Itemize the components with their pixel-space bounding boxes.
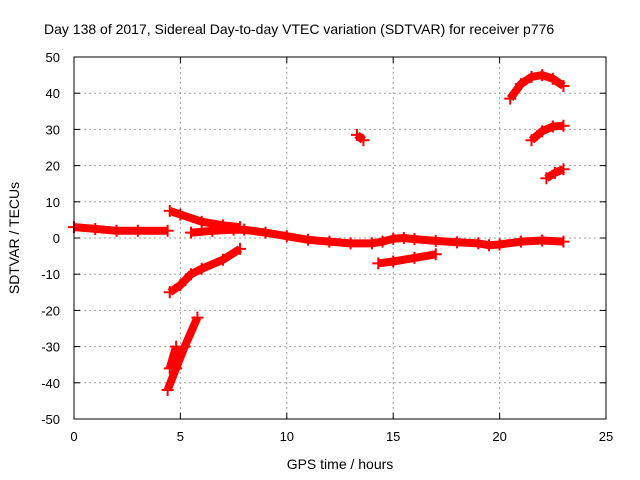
y-tick-label: -20 <box>41 303 60 318</box>
y-tick-labels: -50 -40 -30 -20 -10 0 10 20 30 40 50 <box>41 50 60 427</box>
data-point <box>493 238 506 251</box>
x-axis-title: GPS time / hours <box>287 456 394 472</box>
y-tick-label: 20 <box>46 159 60 174</box>
data-point <box>557 79 570 92</box>
y-tick-label: 10 <box>46 195 60 210</box>
y-tick-label: -50 <box>41 412 60 427</box>
y-tick-label: -10 <box>41 267 60 282</box>
x-tick-label: 20 <box>492 429 506 444</box>
data-point <box>238 223 251 236</box>
data-point <box>514 78 527 91</box>
data-trace-3-markers <box>163 242 246 299</box>
data-trace-5 <box>165 345 180 370</box>
data-trace-3 <box>167 245 243 296</box>
data-point <box>536 69 549 82</box>
data-point <box>351 128 364 141</box>
x-tick-label: 5 <box>177 429 184 444</box>
y-tick-label: 50 <box>46 50 60 65</box>
y-tick-label: -40 <box>41 376 60 391</box>
grid-lines <box>74 57 606 419</box>
x-tick-label: 15 <box>386 429 400 444</box>
data-point <box>557 119 570 132</box>
plot-frame <box>73 56 607 420</box>
data-point <box>195 262 208 275</box>
data-point <box>185 268 198 281</box>
data-point <box>408 251 421 264</box>
y-tick-label: -30 <box>41 340 60 355</box>
data-trace-9-markers <box>525 119 570 147</box>
data-trace-2-markers <box>185 223 570 252</box>
data-point <box>259 226 272 239</box>
data-point <box>429 248 442 261</box>
data-point <box>408 233 421 246</box>
data-point <box>548 166 561 179</box>
data-trace-8-markers <box>504 69 570 105</box>
x-tick-label: 10 <box>280 429 294 444</box>
data-point <box>365 237 378 250</box>
data-point <box>372 257 385 270</box>
data-point <box>557 235 570 248</box>
data-point <box>131 224 144 237</box>
y-axis-title: SDTVAR / TECUs <box>6 182 22 294</box>
data-point <box>397 232 410 244</box>
data-trace-4 <box>163 315 202 392</box>
chart-title: Day 138 of 2017, Sidereal Day-to-day VTE… <box>44 21 554 37</box>
data-point <box>536 234 549 247</box>
data-point <box>482 239 495 252</box>
data-point <box>89 222 102 235</box>
data-point <box>163 286 176 299</box>
data-point <box>185 226 198 239</box>
data-point <box>191 311 204 324</box>
data-point <box>514 235 527 248</box>
y-tick-label: 0 <box>53 231 60 246</box>
data-point <box>323 235 336 248</box>
y-tick-label: 30 <box>46 122 60 137</box>
data-trace-4-markers <box>161 311 204 397</box>
data-point <box>429 234 442 247</box>
data-point <box>161 224 174 237</box>
data-point <box>302 233 315 246</box>
data-point <box>110 224 123 237</box>
data-point <box>525 70 538 83</box>
data-point <box>216 253 229 266</box>
data-point <box>357 134 370 147</box>
data-point <box>195 215 208 228</box>
data-point <box>451 236 464 249</box>
data-trace-10-markers <box>540 163 570 185</box>
data-point <box>206 224 219 237</box>
data-trace-9 <box>528 121 564 144</box>
data-point <box>472 237 485 250</box>
data-point <box>536 125 549 138</box>
data-trace-7-markers <box>372 248 442 270</box>
data-point <box>387 255 400 268</box>
data-point <box>376 235 389 248</box>
data-point <box>546 72 559 85</box>
data-point <box>163 204 176 217</box>
data-point <box>344 237 357 250</box>
data-point <box>525 134 538 147</box>
data-point <box>170 340 183 353</box>
data-point <box>280 230 293 243</box>
data-point <box>163 362 176 375</box>
x-tick-label: 0 <box>70 429 77 444</box>
data-point <box>387 232 400 245</box>
x-tick-label: 25 <box>599 429 613 444</box>
data-trace-0-markers <box>68 221 174 237</box>
data-point <box>161 384 174 397</box>
data-point <box>557 163 570 176</box>
data-point <box>546 120 559 133</box>
data-point <box>540 172 553 185</box>
data-trace-7 <box>377 250 437 268</box>
data-point <box>504 92 517 105</box>
data-trace-6-markers <box>351 128 370 147</box>
x-tick-labels: 0 5 10 15 20 25 <box>70 429 613 444</box>
data-point <box>174 279 187 292</box>
data-traces <box>68 69 570 397</box>
data-point <box>227 223 240 236</box>
data-trace-5-markers <box>163 340 183 375</box>
data-point <box>233 242 246 255</box>
data-point <box>174 208 187 221</box>
y-tick-label: 40 <box>46 86 60 101</box>
